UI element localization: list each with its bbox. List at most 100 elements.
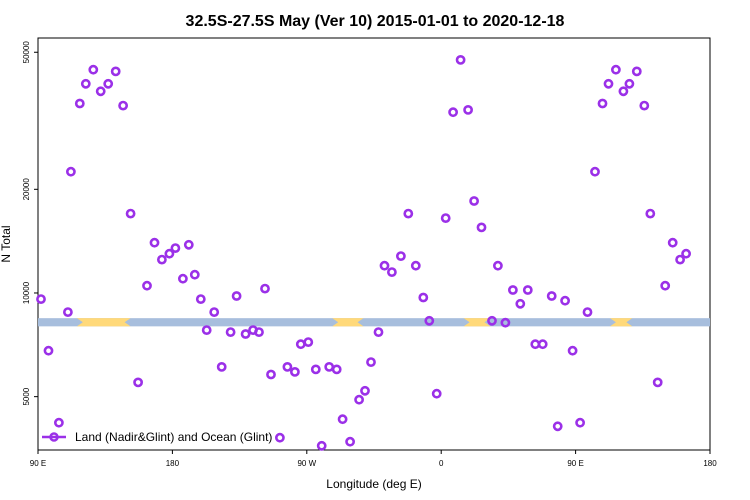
data-point <box>373 327 384 337</box>
data-point <box>567 345 578 356</box>
data-point <box>487 315 497 326</box>
data-point <box>492 260 503 271</box>
data-point <box>95 86 106 97</box>
data-point <box>125 208 136 219</box>
land-band-segment <box>332 318 364 327</box>
data-point <box>36 294 46 304</box>
land-band-segment <box>609 318 633 327</box>
data-point <box>54 417 64 428</box>
data-point <box>177 273 188 284</box>
data-point <box>386 267 397 277</box>
data-point <box>508 285 518 295</box>
data-point <box>418 292 429 303</box>
x-axis-label: Longitude (deg E) <box>326 477 421 491</box>
data-point <box>345 436 355 447</box>
chart-title: 32.5S-27.5S May (Ver 10) 2015-01-01 to 2… <box>186 13 565 30</box>
data-point <box>170 243 181 253</box>
y-tick-label: 5000 <box>22 387 31 405</box>
y-tick-label: 50000 <box>22 41 31 64</box>
data-point <box>515 298 526 309</box>
data-point <box>500 317 511 328</box>
data-point <box>80 78 91 89</box>
data-point <box>448 107 458 118</box>
data-point <box>603 78 614 89</box>
data-point <box>667 237 678 248</box>
data-point <box>118 100 128 111</box>
legend-label: Land (Nadir&Glint) and Ocean (Glint) <box>75 430 272 444</box>
data-point <box>611 64 621 75</box>
data-point <box>260 283 270 294</box>
data-points <box>36 55 691 451</box>
y-tick-label: 10000 <box>22 281 31 304</box>
data-point <box>681 248 691 259</box>
data-point <box>310 364 321 375</box>
data-point <box>282 361 293 372</box>
data-point <box>289 366 300 377</box>
data-point <box>88 64 99 75</box>
data-point <box>231 291 242 301</box>
data-point <box>590 166 600 177</box>
x-axis: 90 E 180 90 W 0 90 E 180 <box>30 450 717 468</box>
data-point <box>379 260 390 271</box>
data-point <box>266 369 276 380</box>
data-point <box>331 364 342 375</box>
x-tick-label: 180 <box>703 459 717 468</box>
plot-frame <box>37 37 711 451</box>
data-point <box>660 280 671 291</box>
data-point <box>66 166 76 177</box>
data-point <box>463 105 473 115</box>
x-tick-label: 90 E <box>30 459 46 468</box>
data-point <box>201 325 212 335</box>
data-point <box>455 55 466 65</box>
data-point <box>522 285 533 295</box>
data-point <box>195 294 206 304</box>
data-point <box>63 307 73 317</box>
data-point <box>254 327 264 337</box>
y-axis: 5000 10000 20000 50000 <box>22 41 38 406</box>
data-point <box>183 239 194 250</box>
data-point <box>337 414 348 425</box>
plot-area <box>36 37 711 451</box>
data-point <box>618 86 629 97</box>
data-point <box>582 307 593 317</box>
data-point <box>103 78 114 89</box>
ocean-band <box>38 318 710 327</box>
data-point <box>156 254 167 265</box>
data-point <box>476 222 487 233</box>
data-point <box>142 280 152 291</box>
data-point <box>366 357 376 367</box>
legend-marker <box>49 432 59 442</box>
data-point <box>189 269 200 280</box>
data-point <box>316 440 327 451</box>
data-point <box>164 248 175 259</box>
x-tick-label: 180 <box>166 459 180 468</box>
data-point <box>133 377 143 388</box>
data-point <box>324 361 335 372</box>
data-point <box>560 295 570 306</box>
y-tick-label: 20000 <box>22 178 31 201</box>
data-point <box>43 345 54 356</box>
data-point <box>149 237 160 248</box>
legend: Land (Nadir&Glint) and Ocean (Glint) <box>42 430 272 444</box>
data-point <box>216 361 227 372</box>
data-point <box>225 327 236 337</box>
data-point <box>209 307 220 317</box>
land-band-segment <box>463 318 491 327</box>
x-tick-label: 90 E <box>567 459 583 468</box>
data-point <box>645 208 656 219</box>
data-point <box>597 98 608 109</box>
land-band-segment <box>76 318 131 327</box>
data-point <box>552 421 563 432</box>
y-axis-label: N Total <box>0 225 13 262</box>
data-point <box>395 251 406 261</box>
surface-band <box>38 318 710 327</box>
data-point <box>240 329 251 339</box>
data-point <box>624 78 635 89</box>
data-point <box>546 291 557 301</box>
data-point <box>652 377 663 388</box>
data-point <box>431 388 442 399</box>
data-point <box>537 339 548 350</box>
data-point <box>274 432 285 443</box>
data-point <box>110 66 121 77</box>
